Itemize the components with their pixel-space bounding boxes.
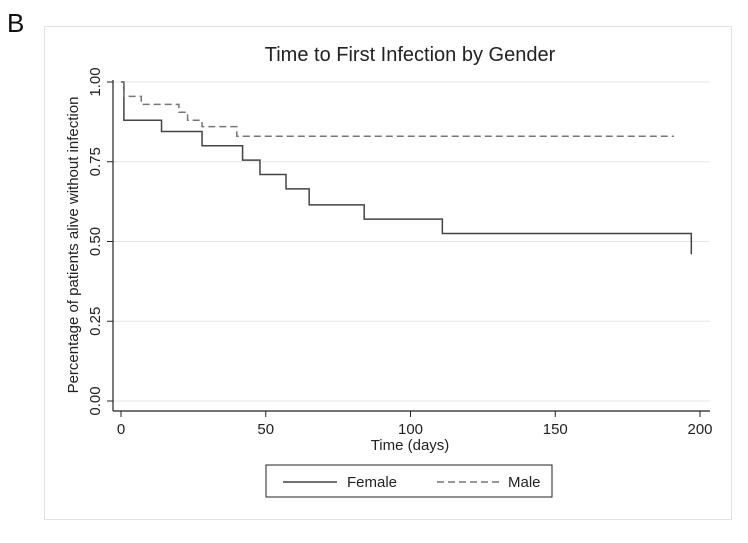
legend: Female Male: [265, 464, 553, 498]
panel-letter: B: [7, 8, 25, 38]
x-tick-label-3: 150: [543, 421, 568, 438]
x-tick-label-0: 0: [117, 421, 125, 438]
chart-title: Time to First Infection by Gender: [265, 44, 556, 66]
series-line-female: [121, 81, 693, 255]
y-tick-label-3: 0.75: [87, 147, 104, 176]
y-tick-label-0: 0.00: [87, 386, 104, 415]
y-tick-label-1: 0.25: [87, 307, 104, 336]
grid-lines: [113, 81, 710, 402]
x-tick-label-4: 200: [687, 421, 712, 438]
y-tick-label-4: 1.00: [87, 67, 104, 96]
y-tick-label-2: 0.50: [87, 227, 104, 256]
chart-frame: [44, 26, 732, 520]
y-axis-title: Percentage of patients alive without inf…: [65, 97, 82, 394]
legend-label-female: Female: [347, 474, 397, 491]
x-axis-title: Time (days): [371, 437, 450, 454]
axes: 0.00 0.25 0.50 0.75 1.00 0 50 100 150 200: [87, 67, 713, 438]
series-lines: [121, 81, 693, 255]
x-tick-label-2: 100: [398, 421, 423, 438]
x-tick-label-1: 50: [257, 421, 274, 438]
legend-label-male: Male: [508, 474, 541, 491]
legend-box: [265, 464, 553, 498]
series-line-male: [121, 81, 674, 137]
